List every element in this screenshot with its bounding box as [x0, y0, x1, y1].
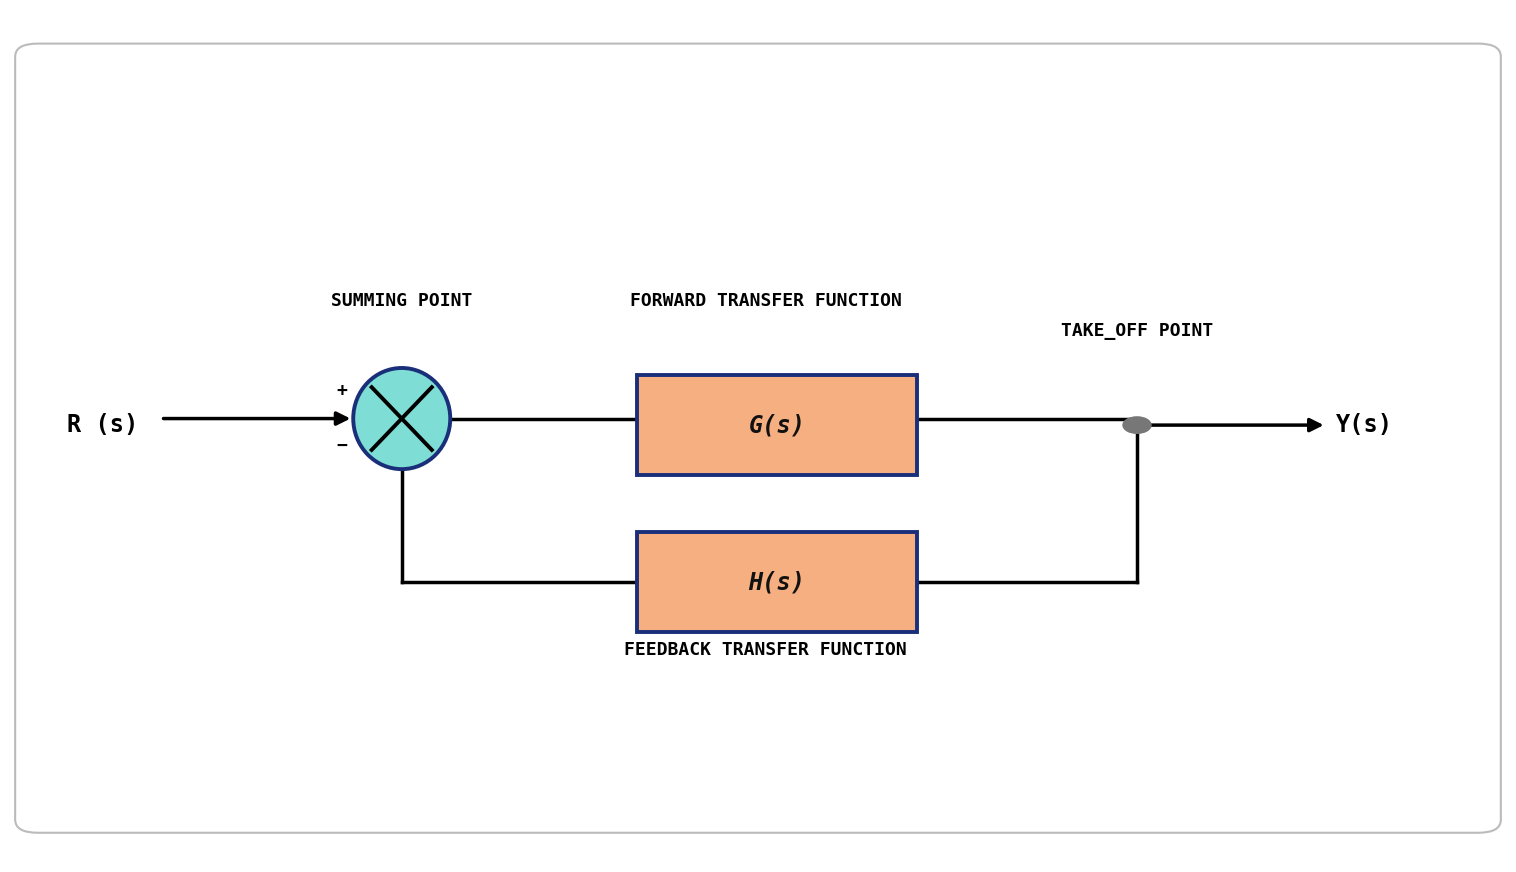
Text: FEEDBACK TRANSFER FUNCTION: FEEDBACK TRANSFER FUNCTION	[625, 641, 907, 658]
Text: G(s): G(s)	[749, 413, 805, 437]
Text: R (s): R (s)	[68, 413, 138, 437]
Text: TAKE_OFF POINT: TAKE_OFF POINT	[1061, 323, 1213, 340]
FancyBboxPatch shape	[637, 532, 917, 632]
Text: H(s): H(s)	[749, 570, 805, 594]
Text: FORWARD TRANSFER FUNCTION: FORWARD TRANSFER FUNCTION	[629, 292, 902, 310]
Text: +: +	[337, 382, 347, 399]
Text: SUMMING POINT: SUMMING POINT	[330, 292, 473, 310]
FancyBboxPatch shape	[637, 375, 917, 475]
Circle shape	[1123, 418, 1151, 433]
Ellipse shape	[353, 368, 450, 469]
Text: Y(s): Y(s)	[1336, 413, 1393, 437]
FancyBboxPatch shape	[15, 44, 1501, 833]
Text: −: −	[337, 438, 347, 455]
